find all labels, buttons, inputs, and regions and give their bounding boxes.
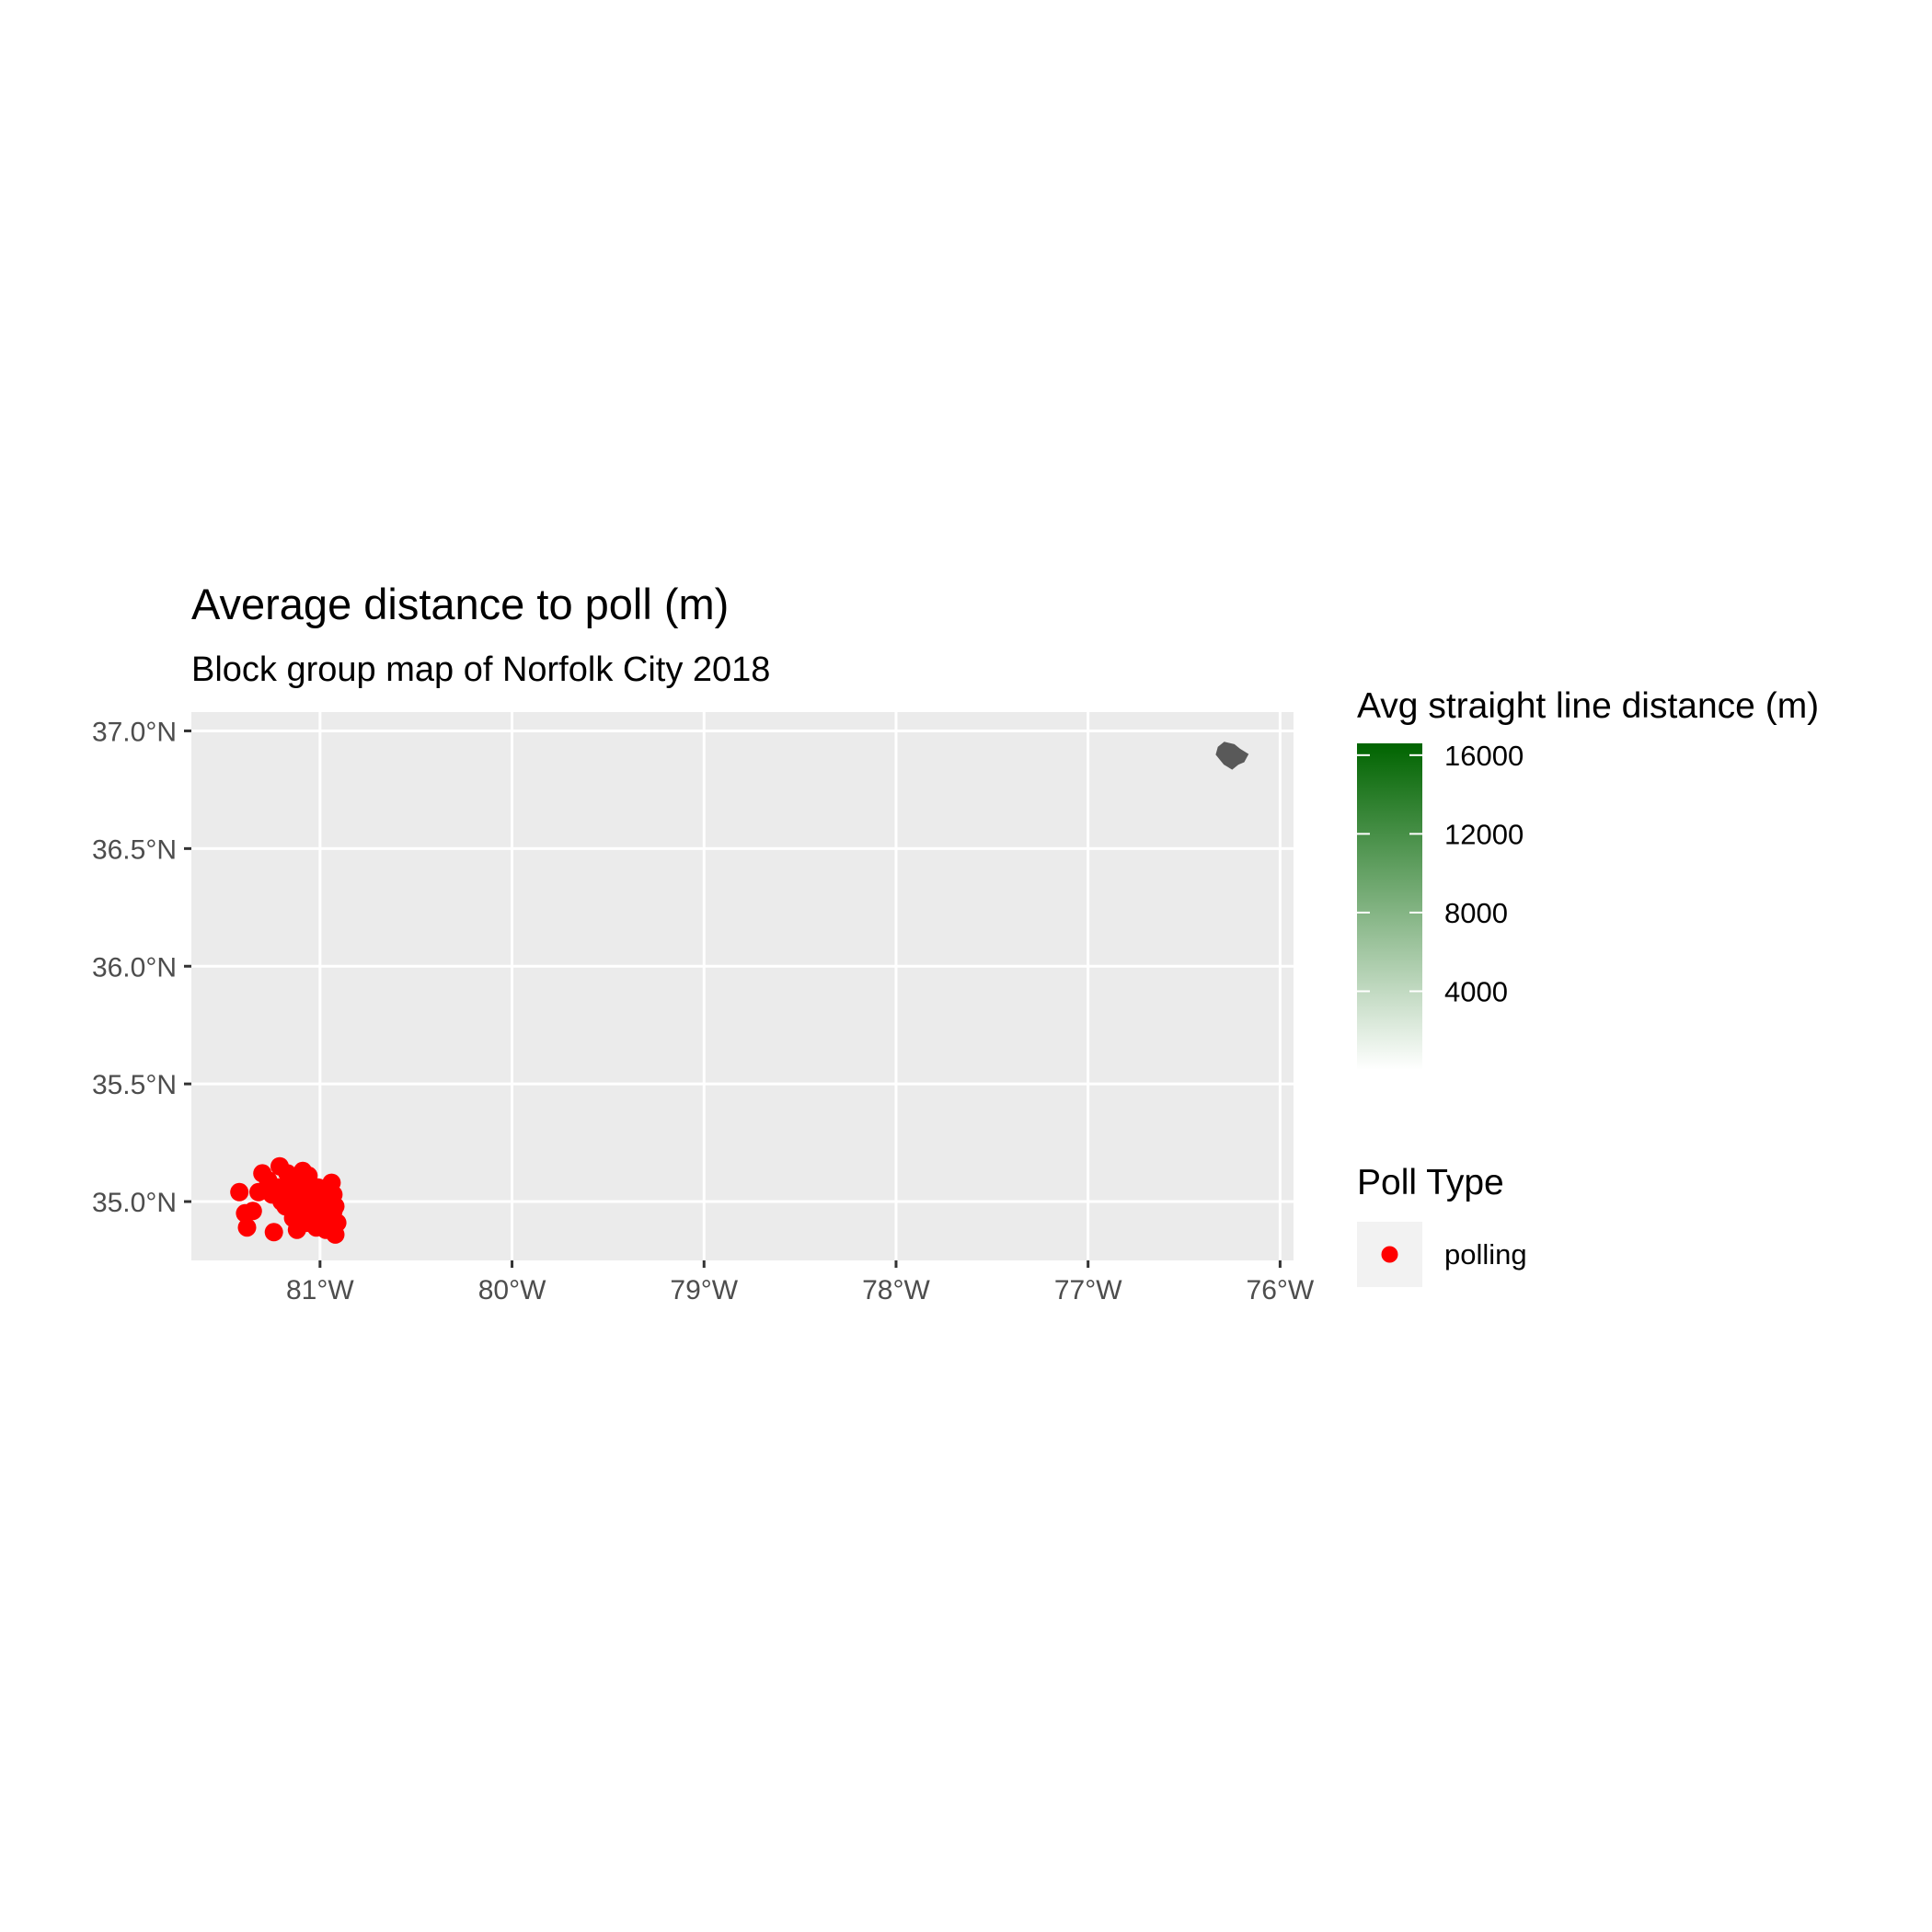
colorbar-label: 12000: [1444, 818, 1524, 850]
legend: Avg straight line distance (m) 16000 1200…: [1357, 686, 1819, 1287]
polling-point: [299, 1166, 318, 1185]
y-tick-label: 36.0°N: [92, 952, 177, 983]
colorbar-label: 16000: [1444, 740, 1524, 772]
x-tick-label: 76°W: [1247, 1275, 1315, 1305]
x-tick-label: 77°W: [1054, 1275, 1122, 1305]
map-gridlines: [191, 712, 1294, 1260]
polling-key-label: polling: [1444, 1238, 1527, 1271]
colorbar-label: 4000: [1444, 975, 1508, 1007]
y-tick-label: 35.0°N: [92, 1188, 177, 1218]
fill-legend-title: Avg straight line distance (m): [1357, 686, 1819, 726]
fill-colorbar: [1357, 743, 1422, 1070]
map-subtitle: Block group map of Norfolk City 2018: [191, 650, 770, 689]
polling-point: [264, 1223, 283, 1242]
x-tick-label: 79°W: [670, 1275, 738, 1305]
polling-key-marker: [1381, 1246, 1398, 1263]
norfolk-city-region: [1215, 742, 1249, 770]
y-axis: 37.0°N 36.5°N 36.0°N 35.5°N 35.0°N: [92, 717, 191, 1218]
polling-point: [289, 1194, 308, 1213]
polling-points: [230, 1156, 347, 1244]
x-axis: 81°W 80°W 79°W 78°W 77°W 76°W: [286, 1260, 1315, 1305]
polling-point: [326, 1197, 345, 1216]
map-title: Average distance to poll (m): [191, 580, 729, 628]
polling-point: [316, 1220, 336, 1239]
norfolk-city-shape: [1215, 742, 1249, 770]
x-tick-label: 81°W: [286, 1275, 354, 1305]
map-panel: [191, 712, 1294, 1260]
x-tick-label: 80°W: [478, 1275, 546, 1305]
polling-point: [230, 1182, 249, 1202]
y-tick-label: 37.0°N: [92, 717, 177, 747]
colorbar-label: 8000: [1444, 897, 1508, 929]
polling-point: [268, 1178, 287, 1197]
polling-point: [243, 1202, 262, 1221]
x-tick-label: 78°W: [862, 1275, 930, 1305]
colorbar-ticks: 16000 12000 8000 4000: [1357, 740, 1524, 1007]
y-tick-label: 36.5°N: [92, 834, 177, 865]
poll-type-legend-title: Poll Type: [1357, 1163, 1504, 1202]
polling-point: [237, 1218, 257, 1237]
y-tick-label: 35.5°N: [92, 1070, 177, 1100]
polling-point: [278, 1164, 297, 1183]
